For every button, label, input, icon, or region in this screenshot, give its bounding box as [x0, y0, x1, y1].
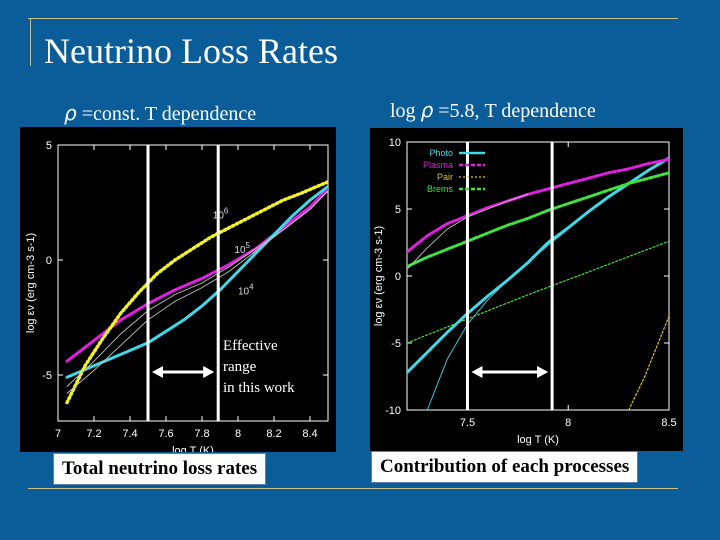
series-line-plasma	[407, 157, 669, 254]
left-heading: ρ =const. T dependence	[64, 101, 256, 126]
x-tick-label: 8.4	[302, 428, 317, 440]
range-arrow-head	[471, 366, 483, 378]
y-axis-label: log εν (erg cm-3 s-1)	[25, 233, 37, 333]
left-chart-panel: 7 7.2 7.4 7.6 7.8 8 8.2 8.4 5 0 -5 log T (K) log εν …	[20, 127, 336, 457]
top-rule	[28, 18, 678, 19]
left-caption: Total neutrino loss rates	[53, 453, 267, 485]
effective-range-annotation: in this work	[223, 380, 295, 396]
x-tick-label: 8.2	[266, 428, 281, 440]
slide-title: Neutrino Loss Rates	[44, 31, 338, 71]
range-arrow-head	[152, 366, 163, 378]
y-tick-label: 5	[395, 204, 401, 216]
right-caption: Contribution of each processes	[371, 451, 639, 483]
series-line-4	[407, 240, 669, 344]
series-line-2	[65, 180, 328, 405]
density-curve-label: 104	[238, 283, 254, 298]
rho-symbol: ρ	[420, 98, 434, 122]
right-chart: 7.5 8 8.5 10 5 0 -5 -10 log T (K) log εν (erg cm-…	[373, 137, 677, 446]
series-line-4	[66, 190, 328, 394]
x-tick-label: 7.4	[122, 428, 137, 440]
x-axis-label: log T (K)	[172, 445, 214, 452]
series-line-1	[65, 184, 328, 379]
x-tick-label: 7	[55, 428, 61, 440]
legend-label-photo: Photo	[429, 148, 453, 158]
series-line-pair	[628, 315, 669, 410]
left-heading-text: =const. T dependence	[81, 103, 257, 125]
series-line-brems	[407, 171, 669, 269]
y-tick-label: -5	[42, 370, 52, 382]
x-tick-label: 7.8	[194, 428, 209, 440]
right-heading-text: =5.8, T dependence	[438, 100, 596, 122]
y-tick-label: 5	[46, 140, 52, 152]
x-tick-label: 8	[235, 428, 241, 440]
right-heading: log ρ =5.8, T dependence	[390, 98, 596, 123]
y-tick-label: 0	[395, 271, 401, 283]
range-arrow-head	[537, 366, 549, 378]
legend-label-pair: Pair	[437, 172, 453, 182]
y-tick-label: 10	[389, 137, 401, 149]
left-chart: 7 7.2 7.4 7.6 7.8 8 8.2 8.4 5 0 -5 log T (K) log εν …	[25, 140, 329, 457]
y-tick-label: -10	[385, 405, 401, 417]
bottom-rule	[28, 488, 678, 489]
left-rule	[30, 18, 31, 66]
x-tick-label: 7.2	[86, 428, 101, 440]
density-curve-label: 106	[213, 207, 229, 222]
effective-range-annotation: range	[223, 359, 257, 375]
legend-label-brems: Brems	[427, 184, 454, 194]
x-tick-label: 8.5	[661, 417, 676, 429]
y-axis-label: log εν (erg cm-3 s-1)	[373, 226, 385, 326]
y-tick-label: -5	[391, 338, 401, 350]
log-prefix: log	[390, 100, 416, 122]
right-chart-panel: 7.5 8 8.5 10 5 0 -5 -10 log T (K) log εν (erg cm-…	[370, 128, 683, 451]
legend-label-plasma: Plasma	[423, 160, 453, 170]
x-tick-label: 7.5	[460, 417, 475, 429]
y-tick-label: 0	[46, 255, 52, 267]
effective-range-annotation: Effective	[223, 338, 278, 354]
series-line-5	[426, 228, 569, 410]
x-tick-label: 7.6	[158, 428, 173, 440]
x-tick-label: 8	[565, 417, 571, 429]
range-arrow-head	[203, 366, 215, 378]
plot-frame	[57, 144, 329, 422]
rho-symbol: ρ	[64, 101, 77, 125]
x-axis-label: log T (K)	[517, 434, 559, 446]
